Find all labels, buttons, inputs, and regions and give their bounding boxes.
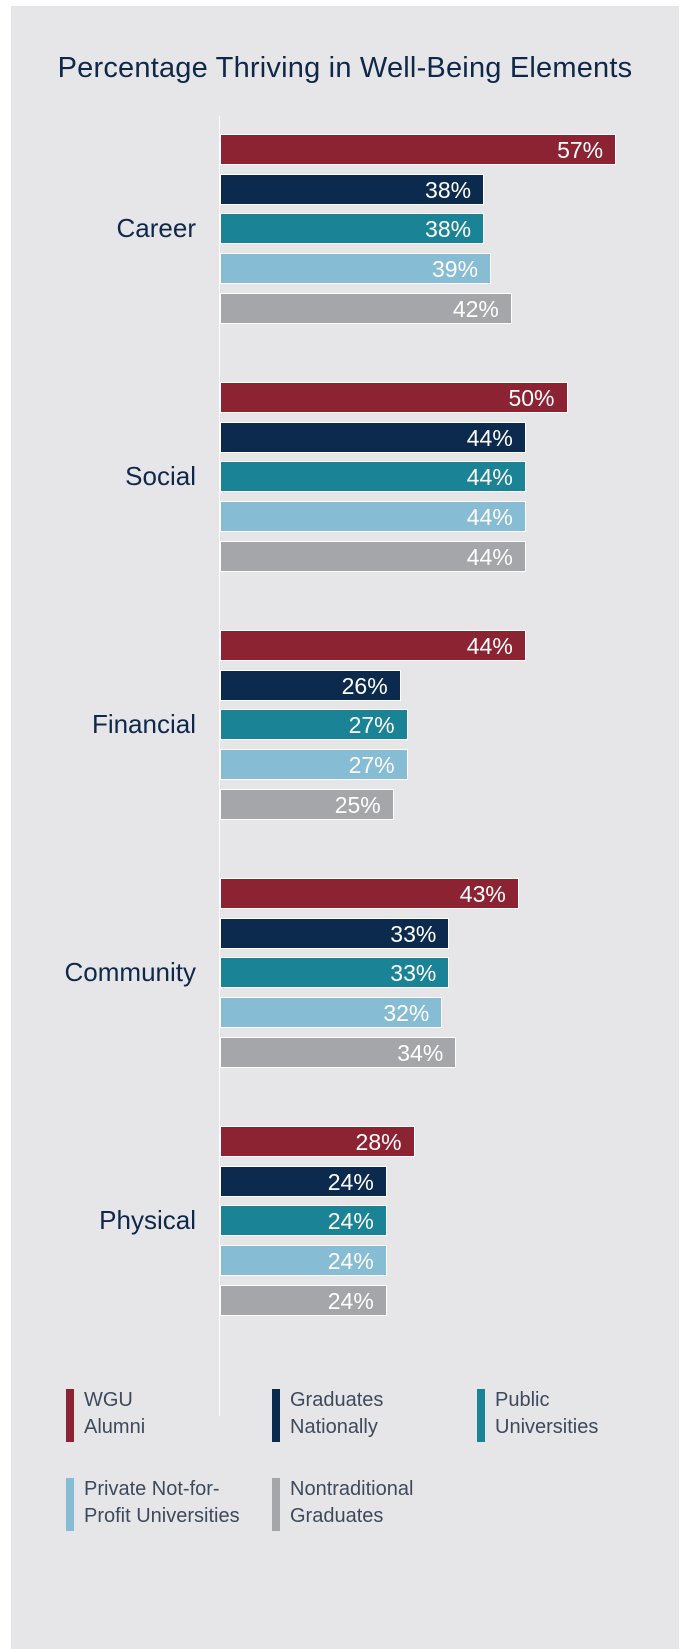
category-label-physical: Physical [99,1204,196,1235]
data-label: 34% [397,1039,444,1066]
legend-label: WGU Alumni [84,1387,254,1441]
data-label: 38% [425,216,472,243]
legend-label-line: Public [495,1389,550,1411]
data-label: 33% [390,960,437,987]
data-label: 44% [466,424,513,451]
bar-career-series-3: 39% [220,253,492,285]
legend-label-line: Nontraditional [290,1478,414,1500]
bar-career-series-4: 42% [220,292,512,324]
data-label: 33% [390,920,437,947]
legend-swatch [66,1478,74,1531]
data-label: 32% [383,1000,430,1027]
legend-swatch [272,1389,280,1442]
legend-label: Graduates Nationally [290,1387,460,1441]
legend-label-line: Universities [495,1416,599,1438]
bar-career-series-1: 38% [220,173,485,205]
category-label-community: Community [64,956,196,987]
data-label: 28% [355,1129,402,1155]
legend-label: Private Not-for- Profit Universities [84,1476,254,1530]
bar-community-series-3: 32% [220,997,443,1029]
bar-social-series-3: 44% [220,501,526,533]
bar-community-series-4: 34% [220,1036,457,1068]
data-label: 39% [432,256,479,283]
data-label: 24% [327,1168,374,1195]
bar-physical-series-1: 24% [220,1165,387,1197]
data-label: 24% [327,1208,374,1235]
bar-social-series-2: 44% [220,461,526,493]
data-label: 38% [425,176,472,203]
legend-label-line: Private Not-for- [84,1478,220,1500]
legend-label-line: Profit Universities [84,1505,240,1527]
category-label-financial: Financial [91,708,196,739]
bar-social-series-0: 50% [220,382,568,413]
category-axis-line [219,116,220,1416]
legend-label-line: WGU [84,1389,133,1411]
legend-label-line: Graduates [290,1505,384,1527]
bar-physical-series-2: 24% [220,1205,387,1237]
data-label: 44% [466,504,513,531]
bar-career-series-2: 38% [220,213,485,245]
data-label: 26% [341,672,388,699]
legend-label: Nontraditional Graduates [290,1476,460,1530]
data-label: 25% [334,791,381,818]
bar-career-series-0: 57% [220,134,617,165]
bar-physical-series-0: 28% [220,1126,415,1157]
bar-community-series-0: 43% [220,878,519,909]
bar-community-series-2: 33% [220,957,450,989]
bar-physical-series-3: 24% [220,1245,387,1277]
legend-label: Public Universities [495,1387,665,1441]
data-label: 24% [327,1287,374,1314]
category-label-career: Career [116,212,196,243]
legend-swatch [272,1478,280,1531]
legend-swatch [66,1389,74,1442]
bar-physical-series-4: 24% [220,1284,387,1316]
data-label: 43% [459,881,506,907]
legend-label-line: Graduates [290,1389,384,1411]
bar-social-series-4: 44% [220,540,526,572]
bar-financial-series-4: 25% [220,788,394,820]
bar-financial-series-3: 27% [220,749,408,781]
chart-panel: Percentage Thriving in Well-Being Elemen… [11,6,679,1649]
legend-label-line: Alumni [84,1416,146,1438]
data-label: 57% [557,137,604,163]
data-label: 27% [348,712,395,739]
bar-financial-series-2: 27% [220,709,408,741]
data-label: 44% [466,464,513,491]
data-label: 24% [327,1248,374,1275]
data-label: 44% [466,633,513,659]
data-label: 42% [452,295,499,322]
legend-swatch [477,1389,485,1442]
legend-label-line: Nationally [290,1416,378,1438]
chart-title: Percentage Thriving in Well-Being Elemen… [57,52,633,84]
bar-social-series-1: 44% [220,421,526,453]
bar-financial-series-1: 26% [220,669,401,701]
category-label-social: Social [125,460,196,491]
bar-financial-series-0: 44% [220,630,526,661]
data-label: 50% [508,385,555,411]
data-label: 44% [466,543,513,570]
data-label: 27% [348,752,395,779]
bar-community-series-1: 33% [220,917,450,949]
